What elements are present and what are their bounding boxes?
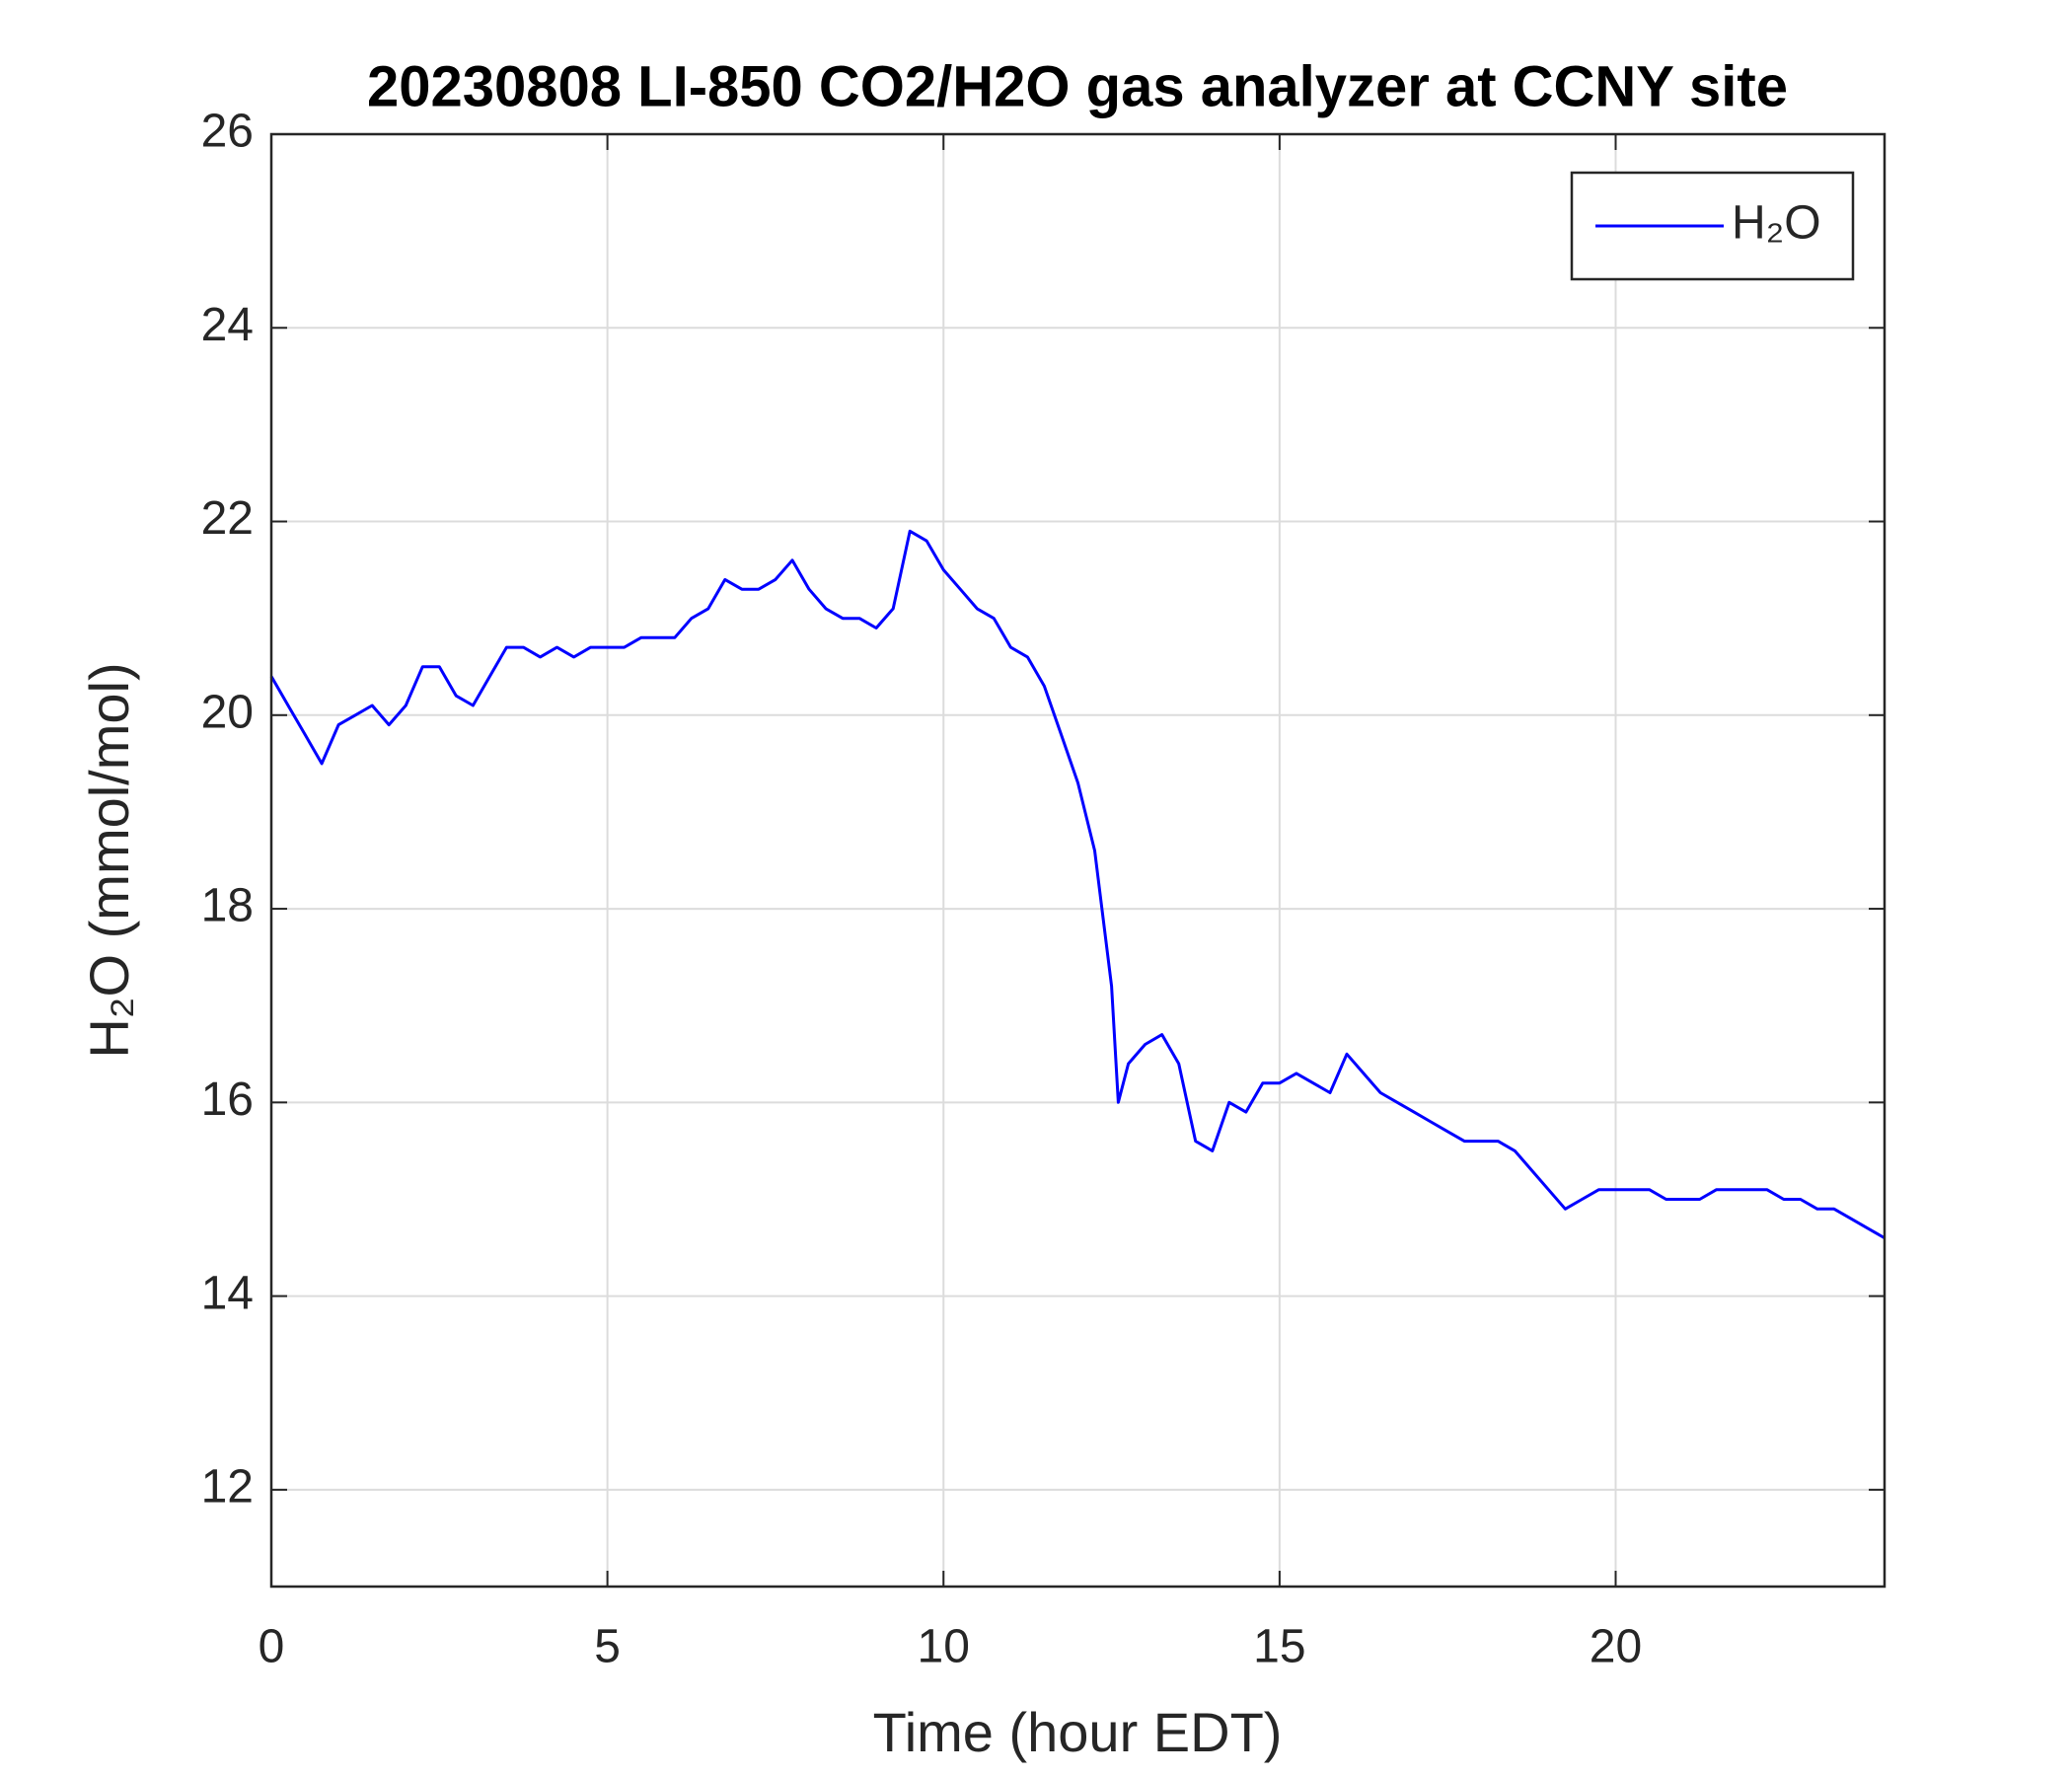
y-tick-label: 20 [201,686,254,738]
plot-area [271,134,1885,1587]
y-tick-label: 24 [201,299,254,351]
x-axis-label: Time (hour EDT) [873,1701,1283,1763]
data-line [269,529,1886,1239]
y-tick-label: 12 [201,1461,254,1514]
x-tick-label: 10 [918,1621,970,1673]
x-tick-label: 20 [1590,1621,1642,1673]
y-axis-label: H₂O (mmol/mol) [78,662,140,1058]
x-tick-label: 5 [594,1621,621,1673]
legend-label: H₂O [1732,197,1821,250]
x-tick-label: 15 [1253,1621,1305,1673]
y-tick-label: 14 [201,1267,254,1319]
y-tick-label: 16 [201,1073,254,1126]
y-tick-label: 18 [201,880,254,932]
axes-box [269,132,1887,1589]
y-tick-label: 26 [201,106,254,158]
x-tick-label: 0 [259,1621,285,1673]
y-tick-label: 22 [201,492,254,545]
chart-title: 20230808 LI-850 CO2/H2O gas analyzer at … [367,54,1788,118]
